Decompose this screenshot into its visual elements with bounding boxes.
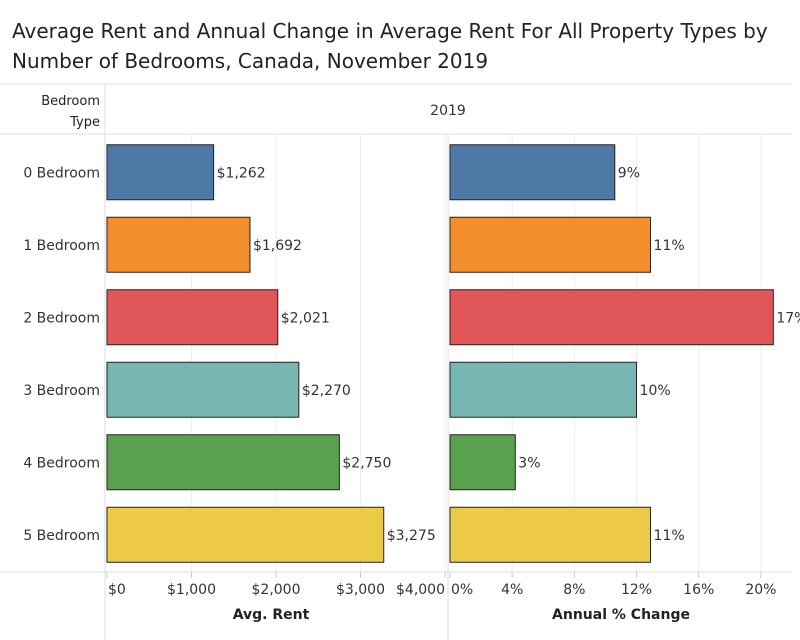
data-label: $2,021 xyxy=(281,310,330,326)
tick-labels: $0 $1,000 $2,000 $3,000 $4,000 0% 4% 8% 12% 16% 20… xyxy=(108,582,776,598)
data-label: 17% xyxy=(776,310,800,326)
data-label: $3,275 xyxy=(387,528,436,544)
tick-label: $1,000 xyxy=(167,582,216,598)
tick-label: $4,000 xyxy=(396,582,445,598)
category-label: 5 Bedroom xyxy=(23,528,100,544)
bar[interactable] xyxy=(449,434,516,491)
bar[interactable] xyxy=(106,216,251,273)
bars xyxy=(106,144,774,563)
category-label: 2 Bedroom xyxy=(23,310,100,326)
bar[interactable] xyxy=(106,144,215,201)
chart-title-line-2: Number of Bedrooms, Canada, November 201… xyxy=(12,49,489,73)
bar[interactable] xyxy=(106,361,300,418)
bar[interactable] xyxy=(449,144,616,201)
x-axis-title: Annual % Change xyxy=(552,607,690,623)
category-label: 3 Bedroom xyxy=(23,383,100,399)
tick-label: 12% xyxy=(621,582,652,598)
data-label: 10% xyxy=(640,383,671,399)
tick-label: 8% xyxy=(563,582,585,598)
category-label: 4 Bedroom xyxy=(23,455,100,471)
bar[interactable] xyxy=(106,434,340,491)
bar[interactable] xyxy=(449,289,774,346)
category-label: 0 Bedroom xyxy=(23,165,100,181)
data-label: $1,262 xyxy=(217,165,266,181)
bar[interactable] xyxy=(106,289,279,346)
x-axis-title: Avg. Rent xyxy=(233,607,310,623)
bar[interactable] xyxy=(449,506,652,563)
axis-titles: Avg. Rent Annual % Change xyxy=(233,607,690,623)
tick-label: 0% xyxy=(451,582,473,598)
data-label: 11% xyxy=(654,238,685,254)
tick-label: 4% xyxy=(501,582,523,598)
category-labels: 0 Bedroom 1 Bedroom 2 Bedroom 3 Bedroom 4 Be… xyxy=(23,165,100,544)
column-header: 2019 xyxy=(430,103,466,119)
category-label: 1 Bedroom xyxy=(23,238,100,254)
data-label: $2,270 xyxy=(302,383,351,399)
bar[interactable] xyxy=(449,361,638,418)
chart-title: Average Rent and Annual Change in Averag… xyxy=(12,16,792,76)
data-label: 11% xyxy=(654,528,685,544)
frame-layer xyxy=(0,83,792,640)
data-label: $2,750 xyxy=(342,455,391,471)
chart-title-line-1: Average Rent and Annual Change in Averag… xyxy=(12,19,768,43)
tick-label: 20% xyxy=(745,582,776,598)
bar[interactable] xyxy=(449,216,652,273)
tick-label: $2,000 xyxy=(252,582,301,598)
row-header-line-2: Type xyxy=(69,115,100,130)
tick-label: $3,000 xyxy=(336,582,385,598)
data-labels: $1,262 $1,692 $2,021 $2,270 $2,750 $3,275 9% 11… xyxy=(217,165,800,544)
data-label: 3% xyxy=(518,455,540,471)
data-label: 9% xyxy=(618,165,640,181)
bar[interactable] xyxy=(106,506,385,563)
grid-layer xyxy=(106,134,762,578)
data-label: $1,692 xyxy=(253,238,302,254)
row-header-line-1: Bedroom xyxy=(41,94,100,109)
tick-label: 16% xyxy=(683,582,714,598)
tick-label: $0 xyxy=(108,582,126,598)
